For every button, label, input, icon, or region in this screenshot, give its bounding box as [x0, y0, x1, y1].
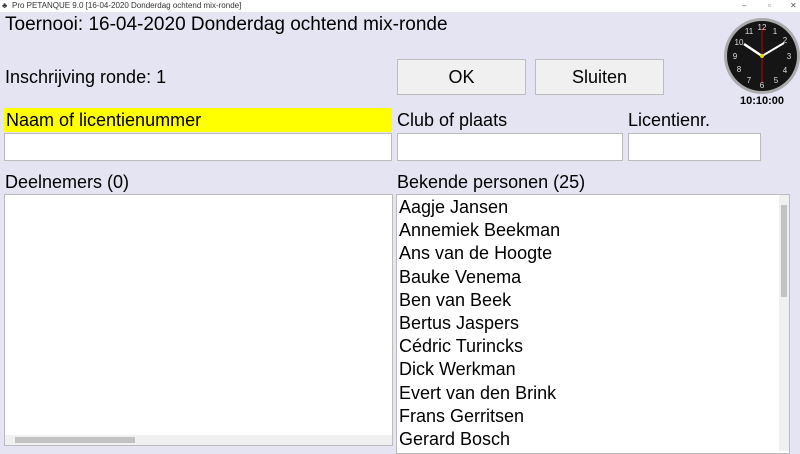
svg-text:12: 12 — [758, 23, 767, 32]
list-item[interactable]: Bauke Venema — [399, 266, 522, 287]
list-item[interactable]: Annemiek Beekman — [399, 220, 561, 241]
svg-text:2: 2 — [783, 36, 788, 45]
list-item[interactable]: Frans Gerritsen — [399, 405, 525, 426]
name-label: Naam of licentienummer — [4, 108, 392, 132]
close-window-button[interactable]: ✕ — [790, 1, 797, 10]
svg-text:11: 11 — [745, 27, 754, 36]
app-icon: ♣ — [2, 1, 8, 10]
svg-text:1: 1 — [773, 27, 778, 36]
list-item[interactable]: Evert van den Brink — [399, 382, 557, 403]
list-item[interactable]: Cédric Turincks — [399, 336, 524, 357]
list-item[interactable]: Dick Werkman — [399, 359, 516, 380]
svg-text:9: 9 — [733, 52, 738, 61]
title-bar: ♣ Pro PETANQUE 9.0 [16-04-2020 Donderdag… — [0, 0, 800, 12]
participants-list[interactable] — [4, 194, 393, 446]
vertical-scrollbar[interactable] — [779, 195, 789, 451]
tournament-title: Toernooi: 16-04-2020 Donderdag ochtend m… — [5, 14, 448, 35]
minimize-button[interactable]: – — [742, 1, 747, 10]
window-title: Pro PETANQUE 9.0 [16-04-2020 Donderdag o… — [12, 1, 242, 10]
svg-text:4: 4 — [783, 66, 788, 75]
license-label: Licentienr. — [628, 110, 711, 130]
sluiten-button[interactable]: Sluiten — [535, 59, 664, 95]
participants-label: Deelnemers (0) — [5, 172, 130, 192]
scrollbar-thumb[interactable] — [781, 205, 787, 297]
svg-text:10: 10 — [735, 38, 744, 47]
round-label: Inschrijving ronde: 1 — [5, 67, 167, 87]
svg-text:5: 5 — [774, 76, 779, 85]
list-item[interactable]: Bertus Jaspers — [399, 313, 520, 333]
svg-text:7: 7 — [747, 76, 752, 85]
list-item[interactable]: Ben van Beek — [399, 289, 512, 310]
license-input[interactable] — [628, 133, 761, 161]
list-item[interactable]: Gerard Bosch — [399, 429, 511, 449]
clock-time: 10:10:00 — [740, 95, 785, 107]
name-input[interactable] — [4, 133, 392, 161]
club-label: Club of plaats — [397, 110, 508, 130]
svg-text:6: 6 — [760, 81, 765, 90]
ok-button[interactable]: OK — [397, 59, 526, 95]
horizontal-scrollbar[interactable] — [5, 435, 392, 445]
known-persons-list[interactable]: Aagje Jansen Annemiek Beekman Ans van de H… — [396, 194, 790, 454]
known-persons-label: Bekende personen (25) — [397, 172, 586, 192]
maximize-button[interactable]: ▫ — [768, 1, 771, 10]
club-input[interactable] — [397, 133, 623, 161]
scrollbar-thumb[interactable] — [15, 437, 135, 443]
list-item[interactable]: Aagje Jansen — [399, 197, 509, 217]
svg-text:3: 3 — [787, 52, 792, 61]
list-item[interactable]: Ans van de Hoogte — [399, 243, 553, 264]
svg-text:8: 8 — [737, 65, 742, 74]
